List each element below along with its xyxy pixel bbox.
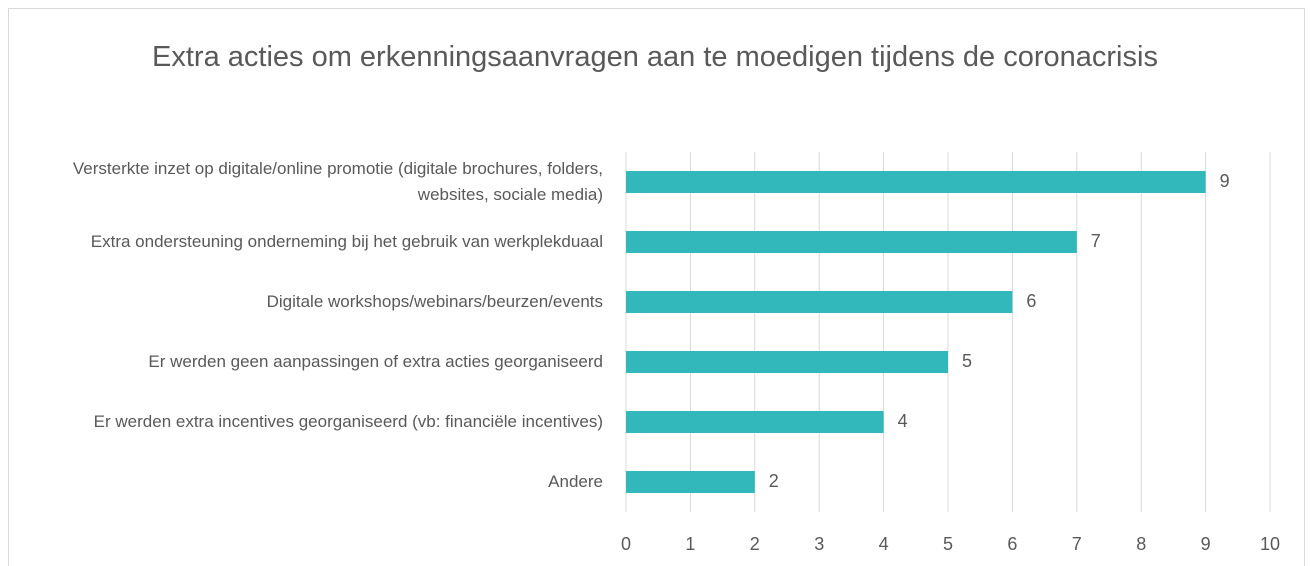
y-tick-label: Extra ondersteuning onderneming bij het … [90,232,603,251]
x-tick-label: 8 [1136,534,1146,554]
value-label: 4 [898,411,908,431]
y-tick-label: Andere [548,472,603,491]
y-tick-label: Versterkte inzet op digitale/online prom… [72,159,603,204]
bar [626,171,1206,193]
value-label: 5 [962,351,972,371]
value-label: 6 [1026,291,1036,311]
bar [626,231,1077,253]
chart-title: Extra acties om erkenningsaanvragen aan … [152,41,1158,73]
value-label: 2 [769,471,779,491]
chart-border [8,8,1305,566]
y-tick-label: Er werden extra incentives georganiseerd… [93,412,603,431]
x-tick-label: 7 [1072,534,1082,554]
bar [626,411,884,433]
x-tick-label: 3 [814,534,824,554]
bar [626,351,948,373]
x-tick-label: 4 [879,534,889,554]
x-tick-label: 1 [685,534,695,554]
bar [626,471,755,493]
x-tick-label: 6 [1007,534,1017,554]
value-label: 7 [1091,231,1101,251]
x-tick-label: 10 [1260,534,1280,554]
y-tick-label: Er werden geen aanpassingen of extra act… [148,352,603,371]
x-tick-label: 2 [750,534,760,554]
x-tick-label: 9 [1201,534,1211,554]
x-tick-label: 0 [621,534,631,554]
value-label: 9 [1220,171,1230,191]
x-tick-label: 5 [943,534,953,554]
bar [626,291,1013,313]
y-tick-label: Digitale workshops/webinars/beurzen/even… [266,292,603,311]
